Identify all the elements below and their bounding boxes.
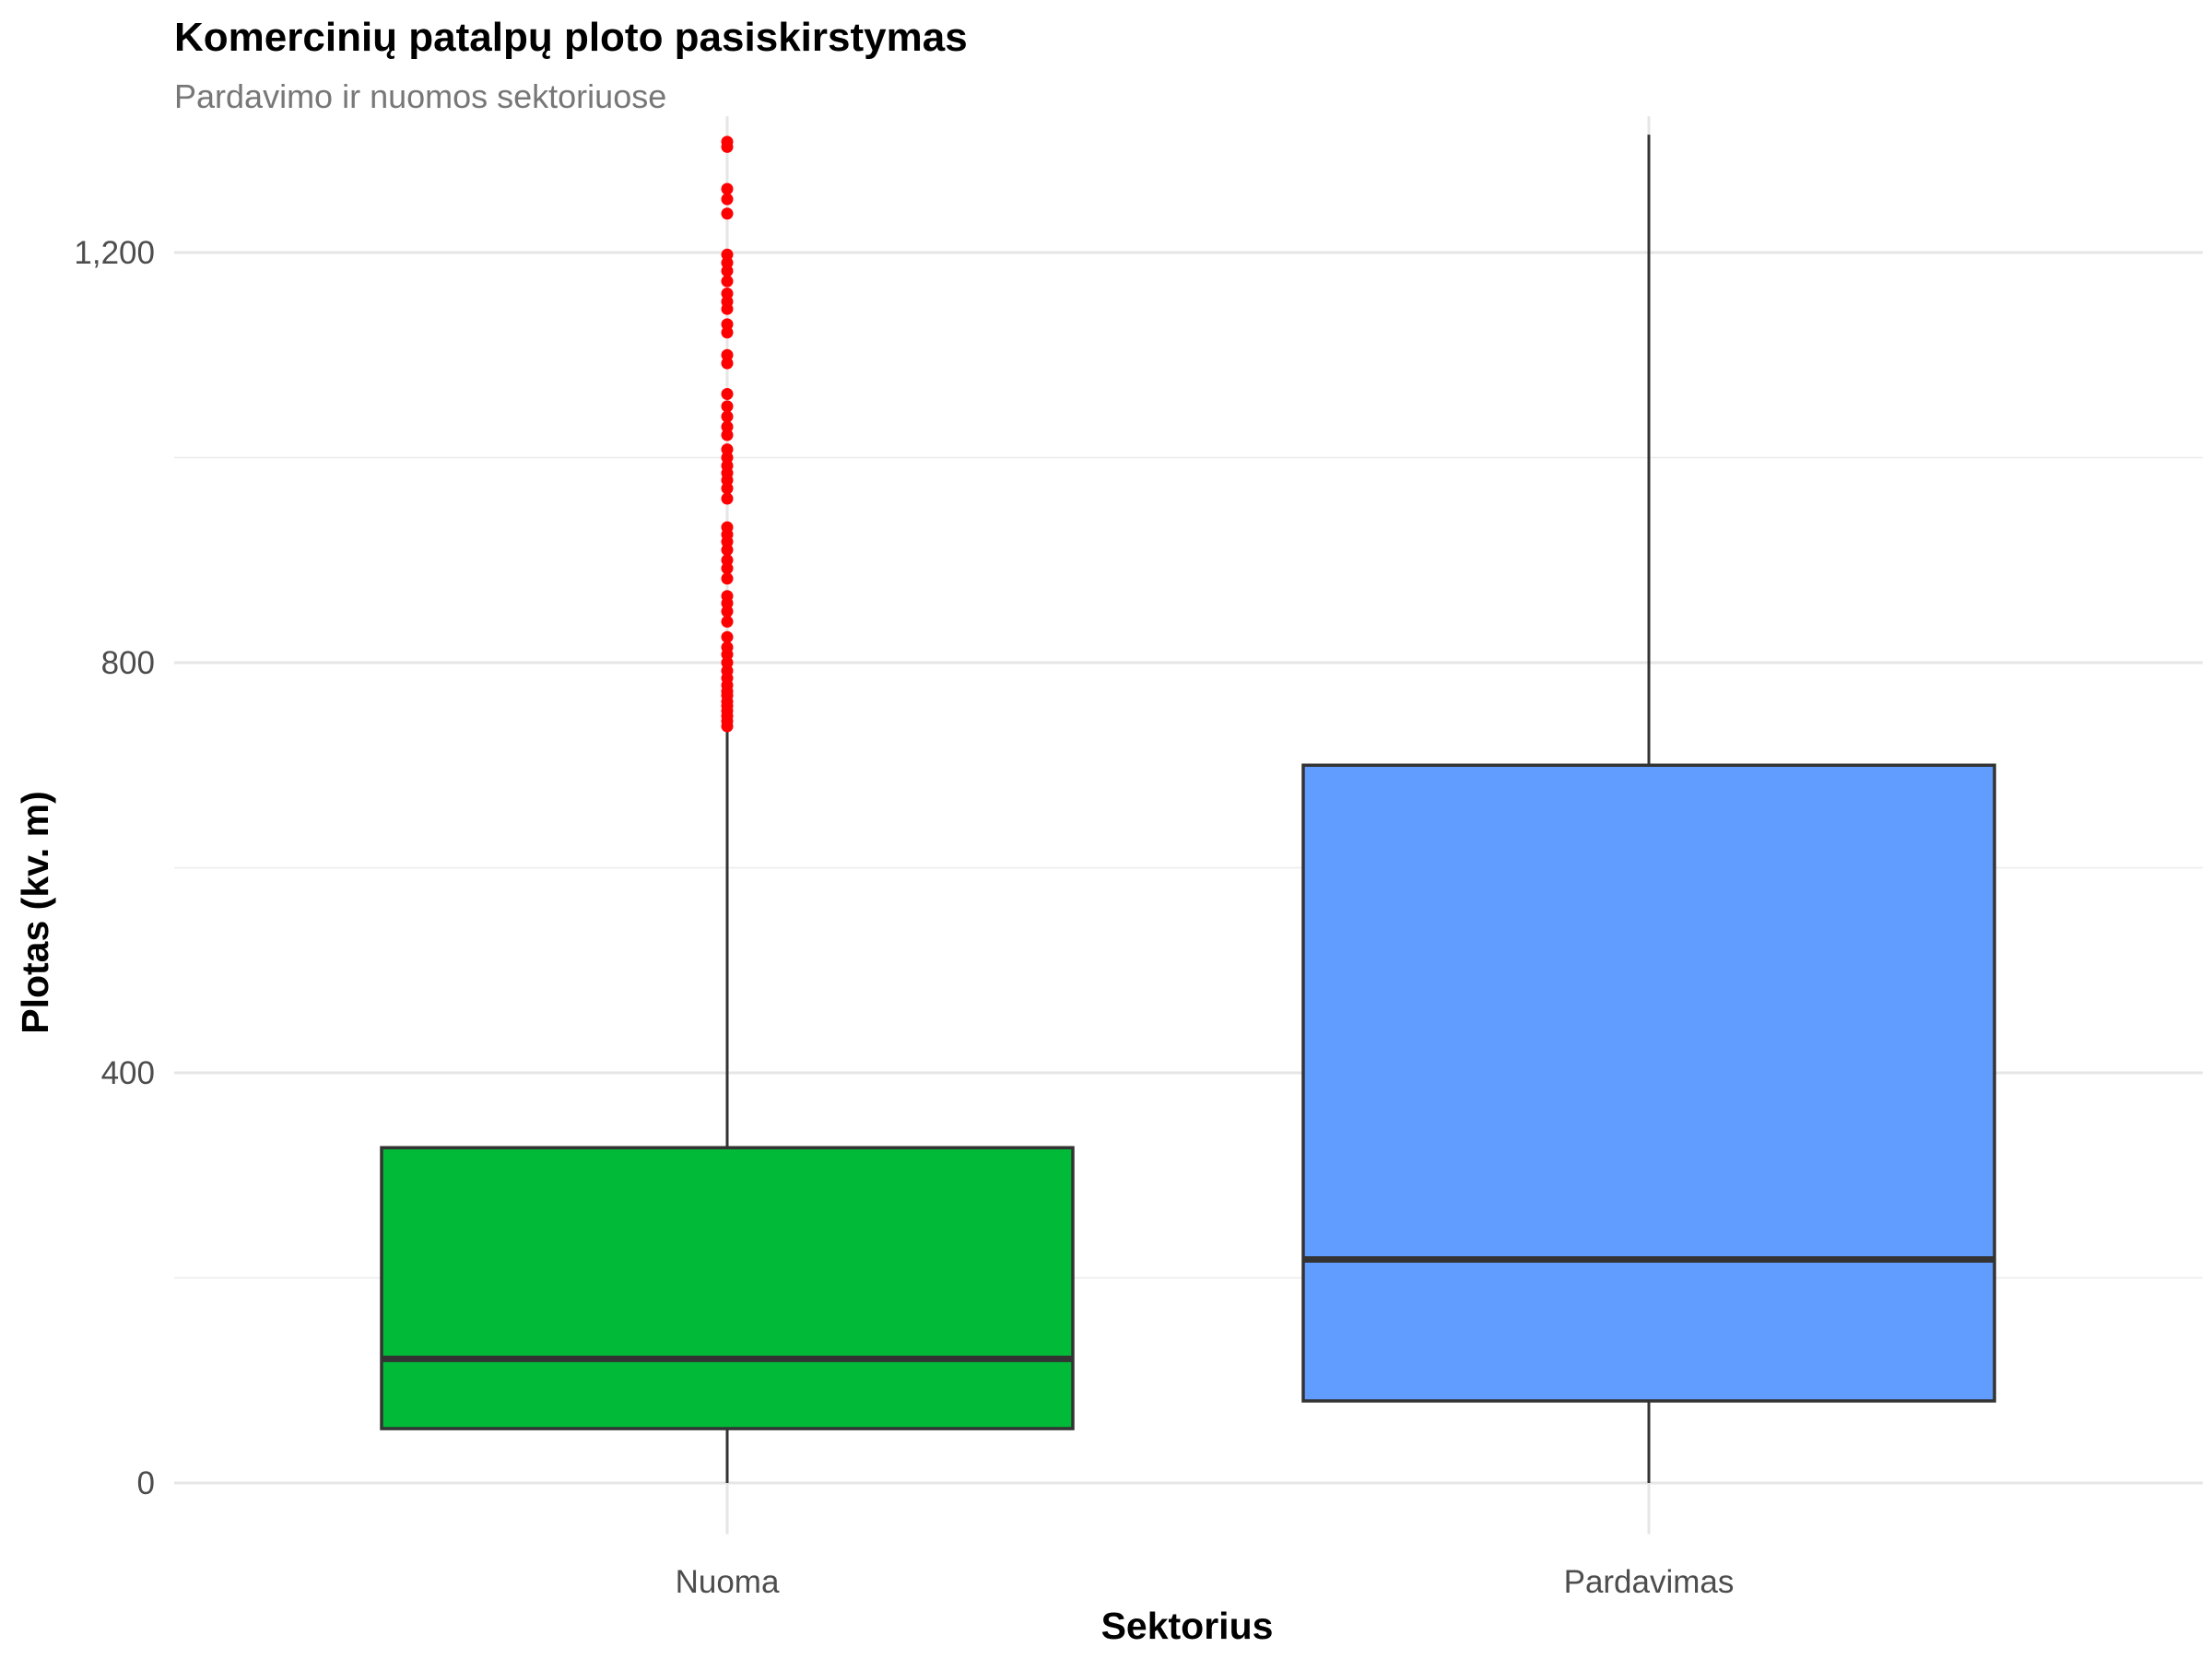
box-iqr bbox=[380, 1146, 1075, 1430]
outlier-point bbox=[721, 443, 734, 456]
y-tick-label: 1,200 bbox=[74, 235, 155, 271]
outlier-point bbox=[721, 388, 734, 401]
outlier-point bbox=[721, 554, 734, 567]
outlier-point bbox=[721, 656, 734, 669]
outlier-point bbox=[721, 572, 734, 585]
x-tick-label: Nuoma bbox=[676, 1564, 780, 1600]
y-tick-label: 800 bbox=[101, 645, 155, 681]
outlier-point bbox=[721, 400, 734, 413]
outlier-point bbox=[721, 182, 734, 195]
outlier-point bbox=[721, 420, 734, 433]
box-group bbox=[380, 135, 1075, 1483]
chart-subtitle: Pardavimo ir nuomos sektoriuose bbox=[174, 77, 666, 115]
outlier-point bbox=[721, 410, 734, 423]
outlier-point bbox=[721, 521, 734, 534]
outlier-point bbox=[721, 207, 734, 220]
outlier-point bbox=[721, 605, 734, 618]
box-iqr bbox=[1301, 763, 1996, 1403]
chart-title: Komercinių patalpų ploto pasiskirstymas bbox=[174, 15, 968, 60]
y-axis-ticks: 0 400 800 1,200 bbox=[74, 235, 155, 1501]
outlier-point bbox=[721, 492, 734, 505]
outlier-point bbox=[721, 357, 734, 370]
outlier-point bbox=[721, 641, 734, 653]
outlier-point bbox=[721, 544, 734, 557]
outlier-point bbox=[721, 630, 734, 643]
x-axis-ticks: Nuoma Pardavimas bbox=[676, 1564, 1735, 1600]
outlier-point bbox=[721, 288, 734, 300]
outlier-point bbox=[721, 248, 734, 261]
outlier-point bbox=[721, 665, 734, 677]
outlier-point bbox=[721, 318, 734, 331]
outlier-point bbox=[721, 265, 734, 277]
outlier-point bbox=[721, 452, 734, 464]
y-tick-label: 400 bbox=[101, 1055, 155, 1091]
outlier-point bbox=[721, 256, 734, 269]
x-axis-title: Sektorius bbox=[1101, 1605, 1274, 1647]
outlier-point bbox=[721, 562, 734, 575]
y-tick-label: 0 bbox=[137, 1465, 155, 1501]
outlier-point bbox=[721, 275, 734, 288]
outlier-point bbox=[721, 135, 734, 148]
outlier-point bbox=[721, 326, 734, 339]
y-axis-title: Plotas (kv. m) bbox=[14, 791, 56, 1034]
outlier-point bbox=[721, 482, 734, 495]
outlier-point bbox=[721, 348, 734, 361]
outlier-point bbox=[721, 429, 734, 441]
box-layer bbox=[380, 135, 1996, 1483]
outlier-point bbox=[721, 459, 734, 472]
outlier-point bbox=[721, 616, 734, 628]
x-tick-label: Pardavimas bbox=[1564, 1564, 1735, 1600]
outlier-point bbox=[721, 590, 734, 603]
outlier-point bbox=[721, 193, 734, 206]
box-group bbox=[1301, 135, 1996, 1483]
outlier-point bbox=[721, 295, 734, 308]
